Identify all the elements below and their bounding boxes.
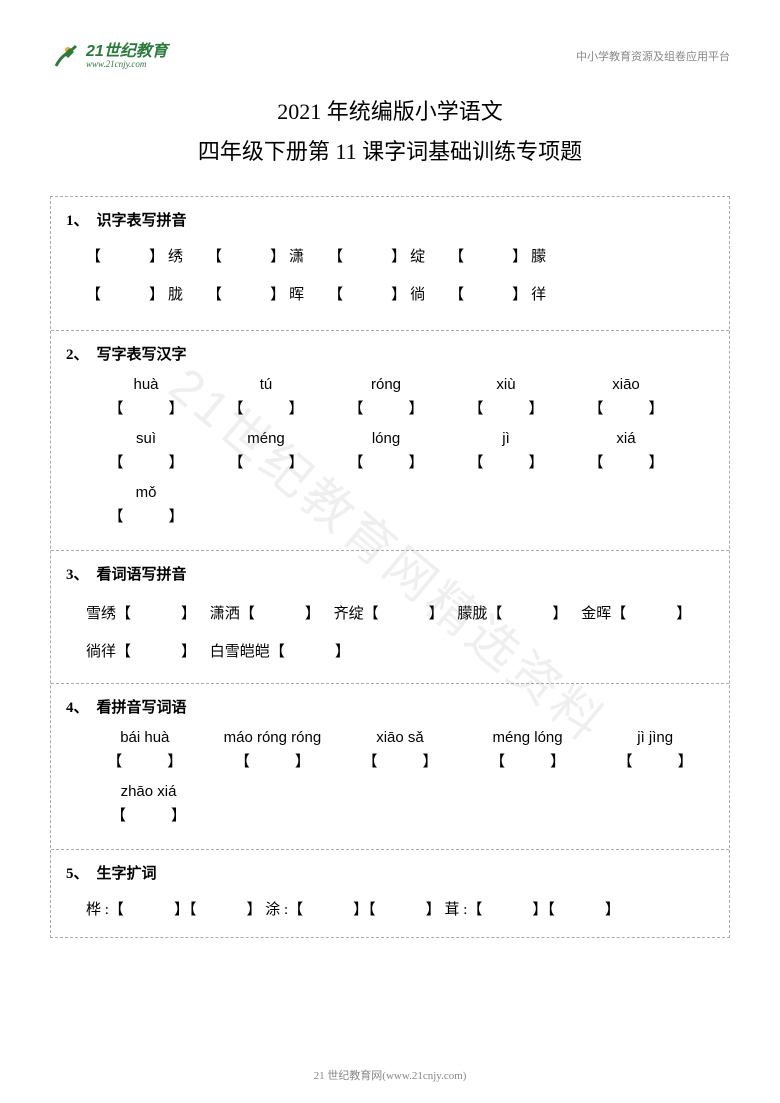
q2-bracket-row-3: 【 】 [66,505,714,526]
q2-pinyin: méng [206,430,326,447]
q4-pinyin: xiāo sǎ [341,729,459,746]
q4-bracket: 【 】 [86,804,211,825]
q2-pinyin: huà [86,376,206,393]
q1-row-2: 【】胧 【】晖 【】徜 【】徉 [66,280,714,310]
q2-bracket: 【 】 [326,451,446,472]
q2-pinyin: jì [446,430,566,447]
q3-header: 3、看词语写拼音 [66,563,714,584]
logo-sub-text: www.21cnjy.com [86,60,168,69]
q1-item: 【】绣 [86,242,187,272]
q1-item: 【】胧 [86,280,187,310]
q2-pinyin-row-3: mǒ [66,484,714,501]
q5-item: 涂 :【】【】 [265,895,440,925]
q5-item: 茸 :【】【】 [444,895,619,925]
logo-main-text: 21世纪教育 [86,44,168,60]
logo: 21世纪教育 www.21cnjy.com [50,40,168,72]
q2-bracket: 【 】 [206,397,326,418]
q2-pinyin: suì [86,430,206,447]
title-section: 2021 年统编版小学语文 四年级下册第 11 课字词基础训练专项题 [50,92,730,171]
q3-word: 齐绽【】 [334,596,444,634]
q4-pinyin: méng lóng [469,729,587,746]
content-area: 1、识字表写拼音 【】绣 【】潇 【】绽 【】朦 【】胧 【】晖 【】徜 【】徉… [50,196,730,938]
q2-pinyin: tú [206,376,326,393]
q2-pinyin: xiá [566,430,686,447]
q3-row-2: 徜徉【】 白雪皑皑【】 [66,634,714,672]
q3-word: 朦胧【】 [457,596,567,634]
q3-word: 金晖【】 [581,596,691,634]
q2-pinyin-row-1: huà tú róng xiù xiāo [66,376,714,393]
q2-bracket: 【 】 [566,451,686,472]
q3-row-1: 雪绣【】 潇洒【】 齐绽【】 朦胧【】 金晖【】 [66,596,714,634]
q4-bracket: 【 】 [341,750,459,771]
q4-bracket: 【 】 [86,750,204,771]
title-line-2: 四年级下册第 11 课字词基础训练专项题 [50,132,730,172]
q2-pinyin: róng [326,376,446,393]
q3-word: 雪绣【】 [86,596,196,634]
q4-title: 看拼音写词语 [97,700,187,716]
page-footer: 21 世纪教育网(www.21cnjy.com) [0,1067,780,1083]
q2-pinyin: mǒ [86,484,206,501]
q4-pinyin: bái huà [86,729,204,746]
title-line-1: 2021 年统编版小学语文 [50,92,730,132]
q4-pinyin: zhāo xiá [86,783,211,800]
q1-item: 【】朦 [449,242,550,272]
q3-title: 看词语写拼音 [97,567,187,583]
q3-word: 徜徉【】 [86,634,196,672]
q3-word: 白雪皑皑【】 [210,634,350,672]
q2-bracket: 【 】 [86,451,206,472]
q2-bracket-row-1: 【 】 【 】 【 】 【 】 【 】 [66,397,714,418]
logo-icon [50,40,82,72]
question-3: 3、看词语写拼音 雪绣【】 潇洒【】 齐绽【】 朦胧【】 金晖【】 徜徉【】 白… [51,551,729,684]
q4-pinyin: máo róng róng [214,729,332,746]
q1-item: 【】徜 [328,280,429,310]
header-right-text: 中小学教育资源及组卷应用平台 [576,48,730,64]
q1-item: 【】晖 [207,280,308,310]
q2-bracket: 【 】 [86,397,206,418]
q1-item: 【】绽 [328,242,429,272]
q2-bracket: 【 】 [86,505,206,526]
q2-pinyin: lóng [326,430,446,447]
q4-pinyin-row-1: bái huà máo róng róng xiāo sǎ méng lóng … [66,729,714,746]
q4-bracket-row-2: 【 】 [66,804,714,825]
q2-bracket: 【 】 [566,397,686,418]
q1-title: 识字表写拼音 [97,213,187,229]
question-4: 4、看拼音写词语 bái huà máo róng róng xiāo sǎ m… [51,684,729,850]
question-2: 2、写字表写汉字 huà tú róng xiù xiāo 【 】 【 】 【 … [51,331,729,551]
q4-bracket: 【 】 [214,750,332,771]
page-header: 21世纪教育 www.21cnjy.com 中小学教育资源及组卷应用平台 [50,40,730,72]
q2-title: 写字表写汉字 [97,347,187,363]
question-5: 5、生字扩词 桦 :【】【】 涂 :【】【】 茸 :【】【】 [51,850,729,937]
q5-item: 桦 :【】【】 [86,895,261,925]
q2-header: 2、写字表写汉字 [66,343,714,364]
q4-header: 4、看拼音写词语 [66,696,714,717]
q2-bracket-row-2: 【 】 【 】 【 】 【 】 【 】 [66,451,714,472]
q2-bracket: 【 】 [446,397,566,418]
q5-num: 5、 [66,866,89,882]
q4-bracket-row-1: 【 】 【 】 【 】 【 】 【 】 [66,750,714,771]
q3-word: 潇洒【】 [210,596,320,634]
q4-pinyin: jì jìng [596,729,714,746]
q4-pinyin-row-2: zhāo xiá [66,783,714,800]
q1-header: 1、识字表写拼音 [66,209,714,230]
q2-bracket: 【 】 [326,397,446,418]
q1-item: 【】潇 [207,242,308,272]
logo-text: 21世纪教育 www.21cnjy.com [86,44,168,69]
q2-num: 2、 [66,347,89,363]
q2-bracket: 【 】 [446,451,566,472]
q4-num: 4、 [66,700,89,716]
question-1: 1、识字表写拼音 【】绣 【】潇 【】绽 【】朦 【】胧 【】晖 【】徜 【】徉 [51,197,729,331]
q1-item: 【】徉 [449,280,550,310]
q1-num: 1、 [66,213,89,229]
q1-row-1: 【】绣 【】潇 【】绽 【】朦 [66,242,714,272]
q4-bracket: 【 】 [469,750,587,771]
q5-title: 生字扩词 [97,866,157,882]
q3-num: 3、 [66,567,89,583]
q5-header: 5、生字扩词 [66,862,714,883]
q2-pinyin: xiù [446,376,566,393]
q2-bracket: 【 】 [206,451,326,472]
q2-pinyin-row-2: suì méng lóng jì xiá [66,430,714,447]
q2-pinyin: xiāo [566,376,686,393]
q5-row: 桦 :【】【】 涂 :【】【】 茸 :【】【】 [66,895,714,925]
q4-bracket: 【 】 [596,750,714,771]
